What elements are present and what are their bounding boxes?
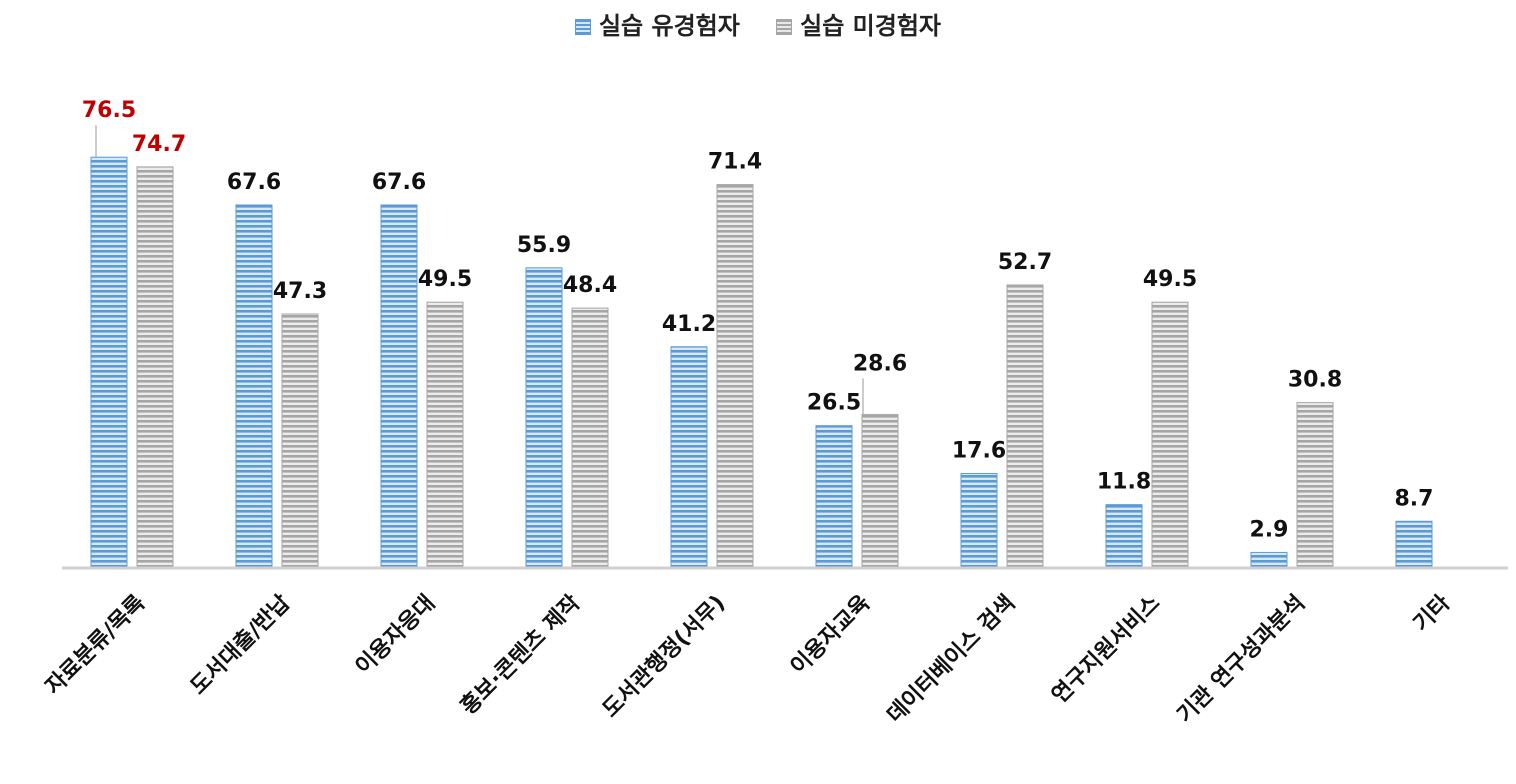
value-label-inexperienced-2: 49.5 — [418, 267, 472, 292]
value-label-experienced-7: 11.8 — [1097, 470, 1151, 495]
bar-inexperienced-1 — [281, 313, 319, 569]
value-label-inexperienced-8: 30.8 — [1288, 368, 1342, 393]
bar-experienced-4 — [670, 346, 708, 569]
value-label-experienced-0: 76.5 — [82, 98, 136, 123]
category-label-7: 연구지원서비스 — [1047, 591, 1165, 709]
bar-inexperienced-7 — [1151, 301, 1189, 569]
legend-item-series-1: 실습 유경험자 — [574, 6, 740, 41]
bar-experienced-7 — [1105, 504, 1143, 569]
category-label-1: 도서대출/반납 — [186, 591, 295, 700]
category-label-2: 이용자응대 — [351, 591, 440, 680]
bar-experienced-1 — [235, 204, 273, 569]
value-label-experienced-5: 26.5 — [807, 391, 861, 416]
value-label-experienced-3: 55.9 — [517, 233, 571, 258]
value-label-experienced-9: 8.7 — [1395, 486, 1434, 511]
value-label-inexperienced-5: 28.6 — [853, 351, 907, 376]
value-label-inexperienced-4: 71.4 — [708, 150, 762, 175]
value-label-experienced-1: 67.6 — [227, 170, 281, 195]
value-label-experienced-2: 67.6 — [372, 170, 426, 195]
value-labels-layer: 76.5 74.7 67.6 47.3 67.6 49.5 55.9 48.4 41.2 71.4… — [82, 98, 1434, 542]
category-labels-layer: 자료분류/목록 도서대출/반납 이용자응대 홍보·콘텐츠 제작 도서관행정(서무) 이용자… — [41, 590, 1456, 728]
bar-inexperienced-0 — [136, 166, 174, 569]
category-label-0: 자료분류/목록 — [41, 591, 150, 700]
value-label-inexperienced-1: 47.3 — [273, 279, 327, 304]
category-label-4: 도서관행정(서무) — [598, 591, 730, 723]
bar-experienced-5 — [815, 425, 853, 569]
category-label-8: 기관 연구성과분석 — [1173, 591, 1311, 729]
value-label-inexperienced-6: 52.7 — [998, 250, 1052, 275]
bar-experienced-3 — [525, 267, 563, 569]
bar-inexperienced-3 — [571, 307, 609, 569]
value-label-inexperienced-0: 74.7 — [132, 132, 186, 157]
legend-swatch-blue — [574, 19, 591, 35]
value-label-experienced-4: 41.2 — [662, 312, 716, 337]
bars-layer — [90, 156, 1433, 569]
value-label-inexperienced-7: 49.5 — [1143, 267, 1197, 292]
bar-inexperienced-8 — [1296, 402, 1334, 569]
bar-inexperienced-6 — [1006, 284, 1044, 569]
value-label-experienced-8: 2.9 — [1250, 517, 1289, 542]
bar-experienced-0 — [90, 156, 128, 569]
bar-inexperienced-5 — [861, 413, 899, 569]
bar-experienced-9 — [1395, 520, 1433, 569]
bar-experienced-8 — [1250, 551, 1288, 569]
bar-inexperienced-4 — [716, 184, 754, 569]
value-label-inexperienced-3: 48.4 — [563, 273, 617, 298]
legend-swatch-gray — [776, 19, 793, 35]
value-label-experienced-6: 17.6 — [952, 438, 1006, 463]
category-label-5: 이용자교육 — [786, 591, 875, 680]
legend: 실습 유경험자 실습 미경험자 — [0, 6, 1516, 41]
leader-lines-layer — [95, 125, 864, 415]
bar-experienced-2 — [380, 204, 418, 569]
legend-label-series-1: 실습 유경험자 — [598, 12, 740, 40]
legend-item-series-2: 실습 미경험자 — [776, 6, 941, 41]
bar-experienced-6 — [960, 472, 998, 569]
category-label-3: 홍보·콘텐츠 제작 — [456, 591, 585, 720]
bar-inexperienced-2 — [426, 301, 464, 569]
category-label-6: 데이터베이스 검색 — [883, 591, 1021, 729]
category-label-9: 기타 — [1409, 590, 1456, 637]
legend-label-series-2: 실습 미경험자 — [800, 12, 942, 40]
